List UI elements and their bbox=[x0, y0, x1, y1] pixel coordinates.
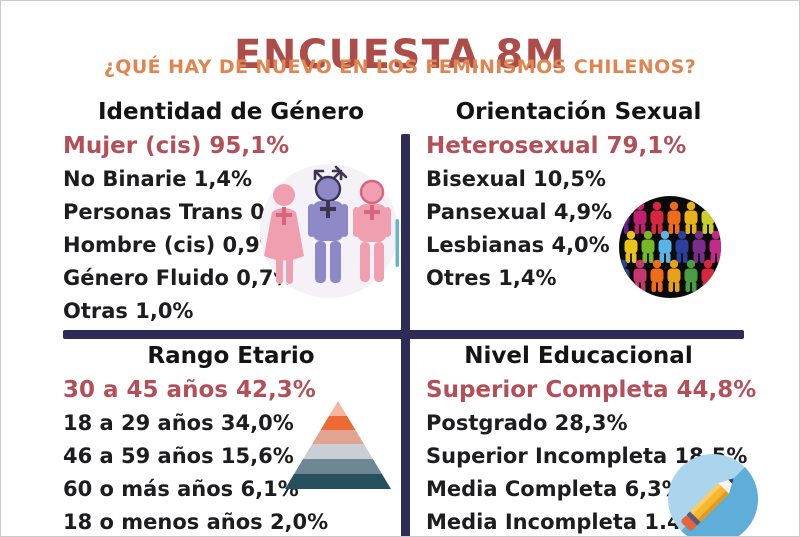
stat-line: 60 o más años 6,1% bbox=[63, 477, 299, 501]
section-title-sexual-orientation: Orientación Sexual bbox=[455, 99, 702, 125]
section-title-age-range: Rango Etario bbox=[147, 343, 315, 369]
rainbow-people-circle-icon bbox=[618, 195, 722, 299]
stat-line: Media Completa 6,3% bbox=[426, 477, 683, 501]
quadrant-age-range: Rango Etario 30 a 45 años 42,3% 18 a 29 … bbox=[63, 341, 399, 536]
stat-line: Otras 1,0% bbox=[63, 299, 194, 323]
quadrant-sexual-orientation: Orientación Sexual Heterosexual 79,1% Bi… bbox=[426, 97, 731, 295]
top-stat-sexual-orientation: Heterosexual 79,1% bbox=[426, 133, 687, 159]
top-stat-education-level: Superior Completa 44,8% bbox=[426, 377, 757, 403]
stat-line: 46 a 59 años 15,6% bbox=[63, 444, 294, 468]
quadrant-gender-identity: Identidad de Género Mujer (cis) 95,1% No… bbox=[63, 97, 399, 328]
stat-line: 18 a 29 años 34,0% bbox=[63, 411, 294, 435]
stat-line: Género Fluido 0,7% bbox=[63, 266, 295, 290]
quadrant-education-level: Nivel Educacional Superior Completa 44,8… bbox=[426, 341, 757, 536]
horizontal-divider bbox=[63, 330, 744, 339]
section-title-education-level: Nivel Educacional bbox=[464, 343, 693, 369]
top-stat-age-range: 30 a 45 años 42,3% bbox=[63, 377, 316, 403]
stat-line: Bisexual 10,5% bbox=[426, 167, 606, 191]
stat-line: No Binarie 1,4% bbox=[63, 167, 252, 191]
page-subtitle: ¿QUÉ HAY DE NUEVO EN LOS FEMINISMOS CHIL… bbox=[103, 56, 697, 78]
stat-line: Media Incompleta 1.4% bbox=[426, 510, 703, 534]
stat-line: Lesbianas 4,0% bbox=[426, 233, 610, 257]
stat-line: Hombre (cis) 0,9% bbox=[63, 233, 281, 257]
stat-line: 18 o menos años 2,0% bbox=[63, 510, 329, 534]
section-title-gender-identity: Identidad de Género bbox=[98, 99, 364, 125]
age-pyramid-icon bbox=[283, 399, 393, 491]
page-title: ENCUESTA 8M bbox=[234, 31, 566, 78]
gender-figures-illustration-icon bbox=[253, 159, 399, 301]
pencil-circle-icon bbox=[666, 452, 760, 536]
stat-line: Postgrado 28,3% bbox=[426, 411, 628, 435]
top-stat-gender-identity: Mujer (cis) 95,1% bbox=[63, 133, 290, 159]
stat-line: Otres 1,4% bbox=[426, 266, 557, 290]
stat-line: Pansexual 4,9% bbox=[426, 200, 613, 224]
